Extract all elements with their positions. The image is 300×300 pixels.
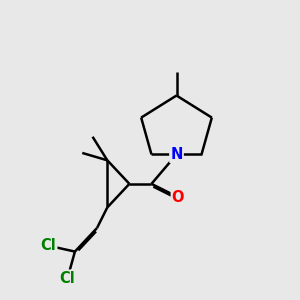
Text: O: O — [172, 190, 184, 205]
Text: N: N — [170, 147, 183, 162]
Text: Cl: Cl — [40, 238, 56, 253]
Text: Cl: Cl — [60, 271, 75, 286]
